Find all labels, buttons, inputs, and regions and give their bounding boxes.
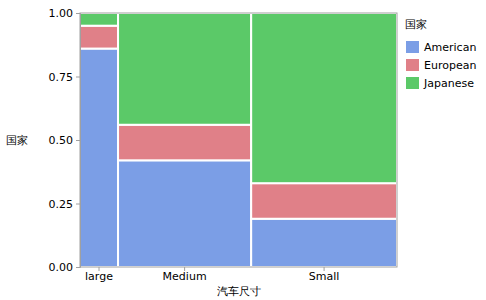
chart: 0.00 0.25 0.50 0.75 1.00 large Medium Small 汽车尺寸… — [0, 0, 486, 300]
y-tick: 0.25 — [49, 198, 81, 211]
y-axis-title: 国家 — [6, 134, 28, 147]
mosaic-cell — [118, 125, 251, 161]
y-tick: 0.00 — [49, 261, 81, 274]
y-tick-mark — [76, 13, 80, 14]
y-tick-label: 0.25 — [49, 198, 74, 211]
marks — [80, 13, 397, 267]
legend-label: American — [424, 41, 476, 54]
x-axis: large Medium Small — [85, 267, 339, 283]
y-tick-label: 0.50 — [49, 134, 74, 147]
y-tick-mark — [76, 140, 80, 141]
y-axis-line — [76, 14, 81, 268]
legend-swatch — [406, 59, 419, 71]
y-axis: 0.00 0.25 0.50 0.75 1.00 — [49, 7, 81, 274]
legend-label: European — [424, 59, 476, 72]
y-tick-mark — [76, 77, 80, 78]
mosaic-cell — [80, 13, 118, 26]
y-tick-label: 0.00 — [49, 261, 74, 274]
y-tick-label: 1.00 — [49, 7, 74, 20]
legend-swatch — [406, 41, 419, 53]
y-tick-label: 0.75 — [49, 71, 74, 84]
mosaic-cell — [251, 219, 397, 267]
plot-frame — [80, 13, 397, 267]
mosaic-cell — [80, 49, 118, 267]
legend-swatch — [406, 77, 419, 89]
mosaic-cell — [251, 13, 397, 183]
mosaic-cell — [118, 160, 251, 267]
x-tick-label: large — [85, 270, 113, 283]
x-axis-title: 汽车尺寸 — [217, 285, 261, 298]
legend-title: 国家 — [405, 18, 427, 31]
y-tick: 0.75 — [49, 71, 81, 84]
legend: 国家 American European Japanese — [405, 18, 476, 90]
x-tick-label: Medium — [163, 270, 207, 283]
legend-label: Japanese — [423, 77, 474, 90]
mosaic-cell — [251, 183, 397, 219]
mosaic-cell — [118, 13, 251, 125]
x-tick-label: Small — [309, 270, 340, 283]
y-tick: 1.00 — [49, 7, 81, 20]
mosaic-cell — [80, 26, 118, 49]
y-tick-mark — [76, 204, 80, 205]
y-tick-mark — [76, 267, 80, 268]
plot: 0.00 0.25 0.50 0.75 1.00 large Medium Small — [49, 7, 398, 283]
y-tick: 0.50 — [49, 134, 81, 147]
